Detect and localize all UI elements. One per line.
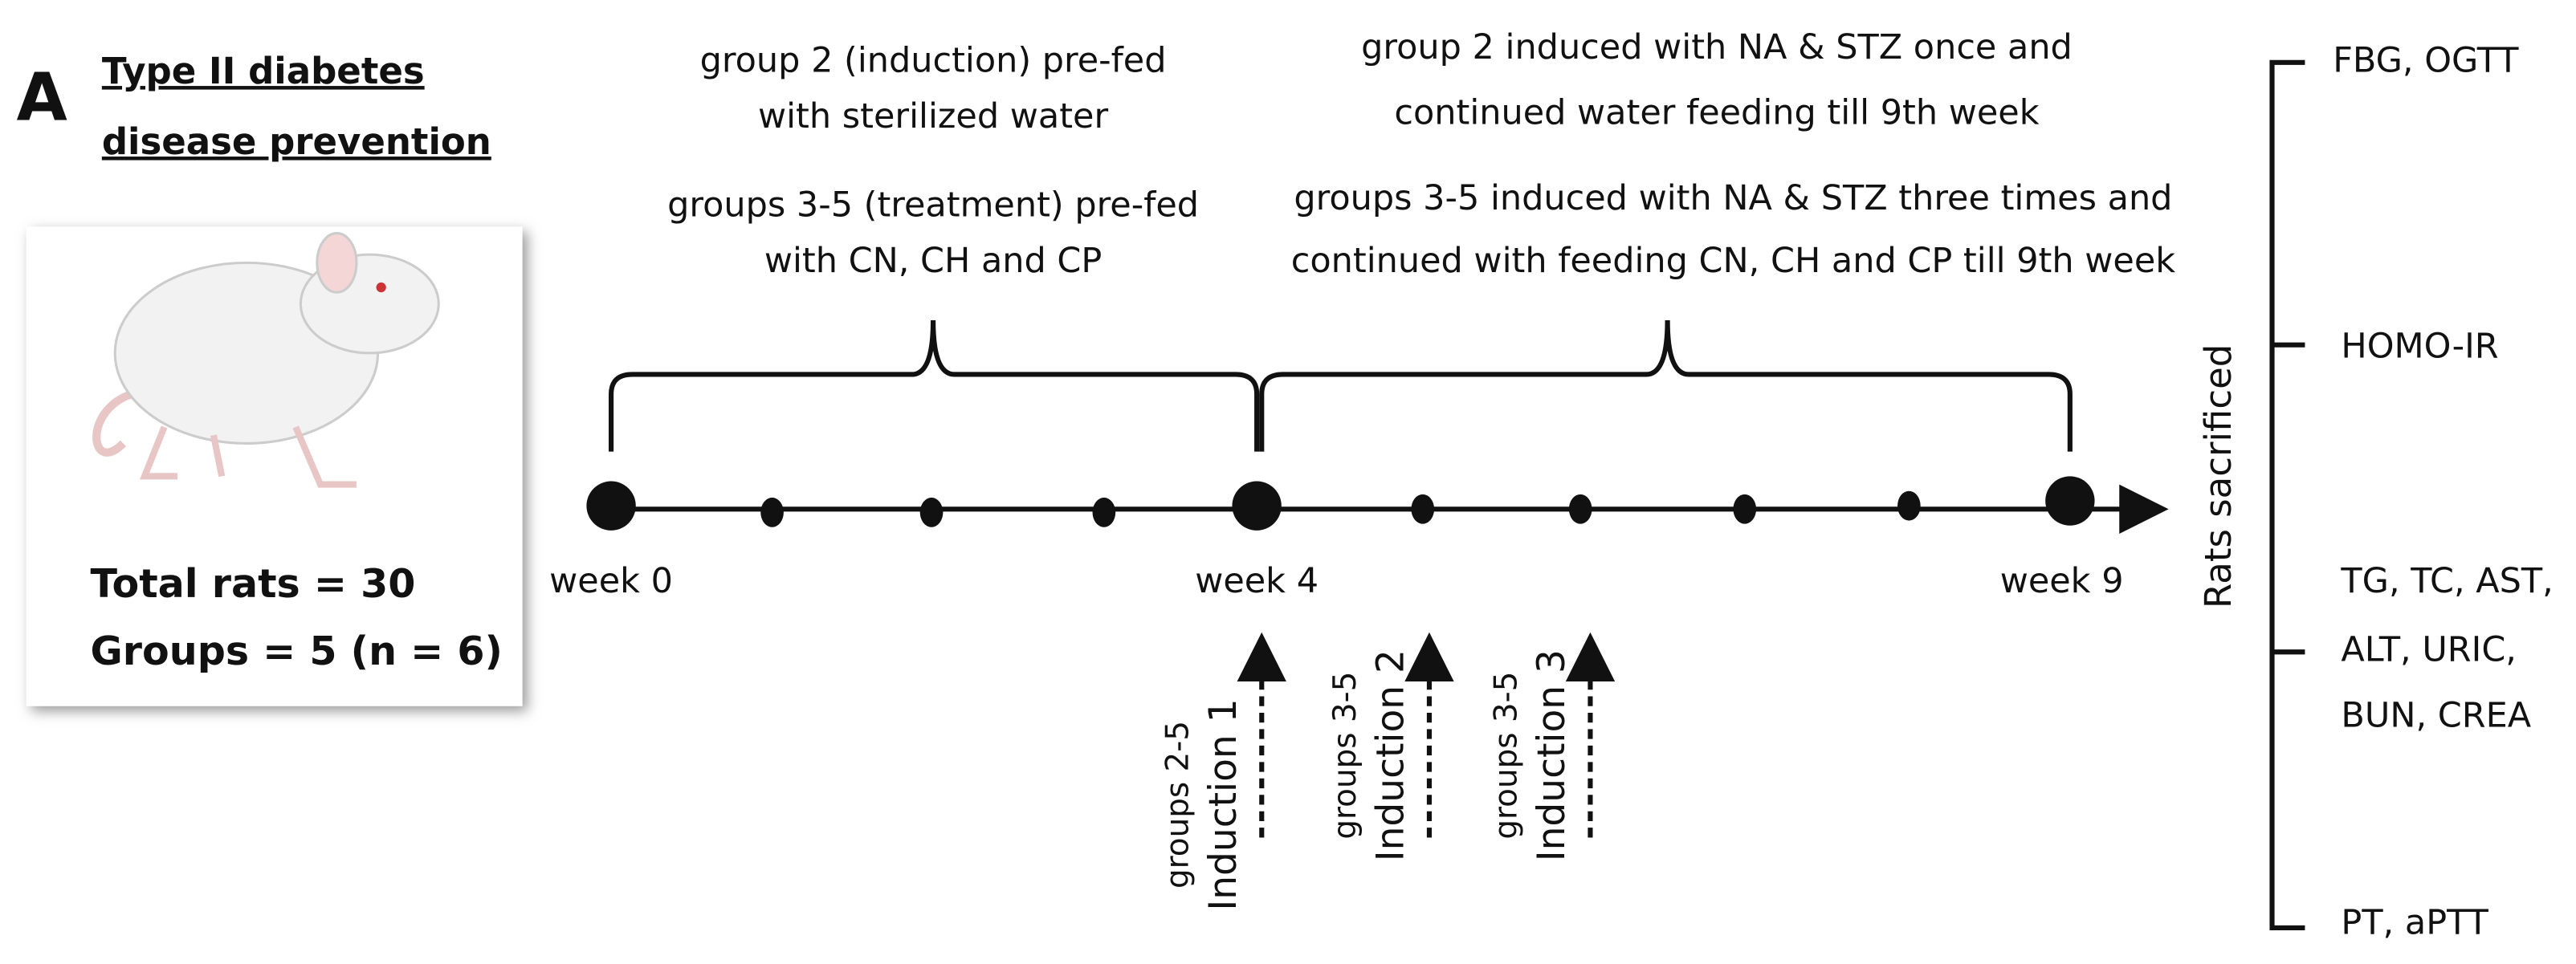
induction-label: Induction 2 bbox=[1368, 649, 1412, 861]
phase-text: groups 3-5 (treatment) pre-fed bbox=[667, 185, 1199, 225]
induction-groups: groups 3-5 bbox=[1327, 672, 1363, 840]
phase-text: continued water feeding till 9th week bbox=[1394, 93, 2039, 133]
measurement: HOMO-IR bbox=[2341, 326, 2498, 366]
measurement: TG, TC, AST, bbox=[2340, 561, 2553, 601]
panel-label: A bbox=[16, 59, 67, 136]
week-label: week 0 bbox=[549, 561, 673, 601]
phase-text: continued with feeding CN, CH and CP til… bbox=[1291, 241, 2175, 281]
measurement: ALT, URIC, bbox=[2341, 630, 2517, 670]
week-label: week 9 bbox=[2000, 561, 2124, 601]
measurement-bracket bbox=[2269, 59, 2305, 931]
title-line: disease prevention bbox=[102, 120, 491, 163]
measurement: FBG, OGTT bbox=[2333, 40, 2519, 80]
timeline-dots bbox=[586, 476, 2095, 531]
induction-label: Induction 1 bbox=[1201, 698, 1245, 910]
phase-text: with CN, CH and CP bbox=[764, 241, 1103, 281]
measurement: BUN, CREA bbox=[2341, 696, 2531, 736]
title-line: Type II diabetes bbox=[102, 50, 425, 92]
induction-arrows bbox=[1237, 632, 1616, 838]
phase-text: with sterilized water bbox=[758, 96, 1108, 136]
induction-label: Induction 3 bbox=[1530, 649, 1574, 861]
week-label: week 4 bbox=[1195, 561, 1319, 601]
phase-text: group 2 (induction) pre-fed bbox=[700, 40, 1167, 80]
brace bbox=[1259, 319, 2073, 452]
sacrifice-label: Rats sacrificed bbox=[2197, 344, 2240, 608]
brace bbox=[609, 319, 1260, 452]
induction-groups: groups 3-5 bbox=[1489, 672, 1525, 840]
induction-groups: groups 2-5 bbox=[1160, 721, 1196, 889]
rat-illustration bbox=[92, 232, 440, 488]
phase-text: groups 3-5 induced with NA & STZ three t… bbox=[1294, 178, 2172, 218]
phase-text: group 2 induced with NA & STZ once and bbox=[1361, 27, 2073, 67]
measurement: PT, aPTT bbox=[2341, 902, 2488, 942]
summary-line: Total rats = 30 bbox=[91, 560, 416, 607]
summary-line: Groups = 5 (n = 6) bbox=[91, 628, 503, 674]
